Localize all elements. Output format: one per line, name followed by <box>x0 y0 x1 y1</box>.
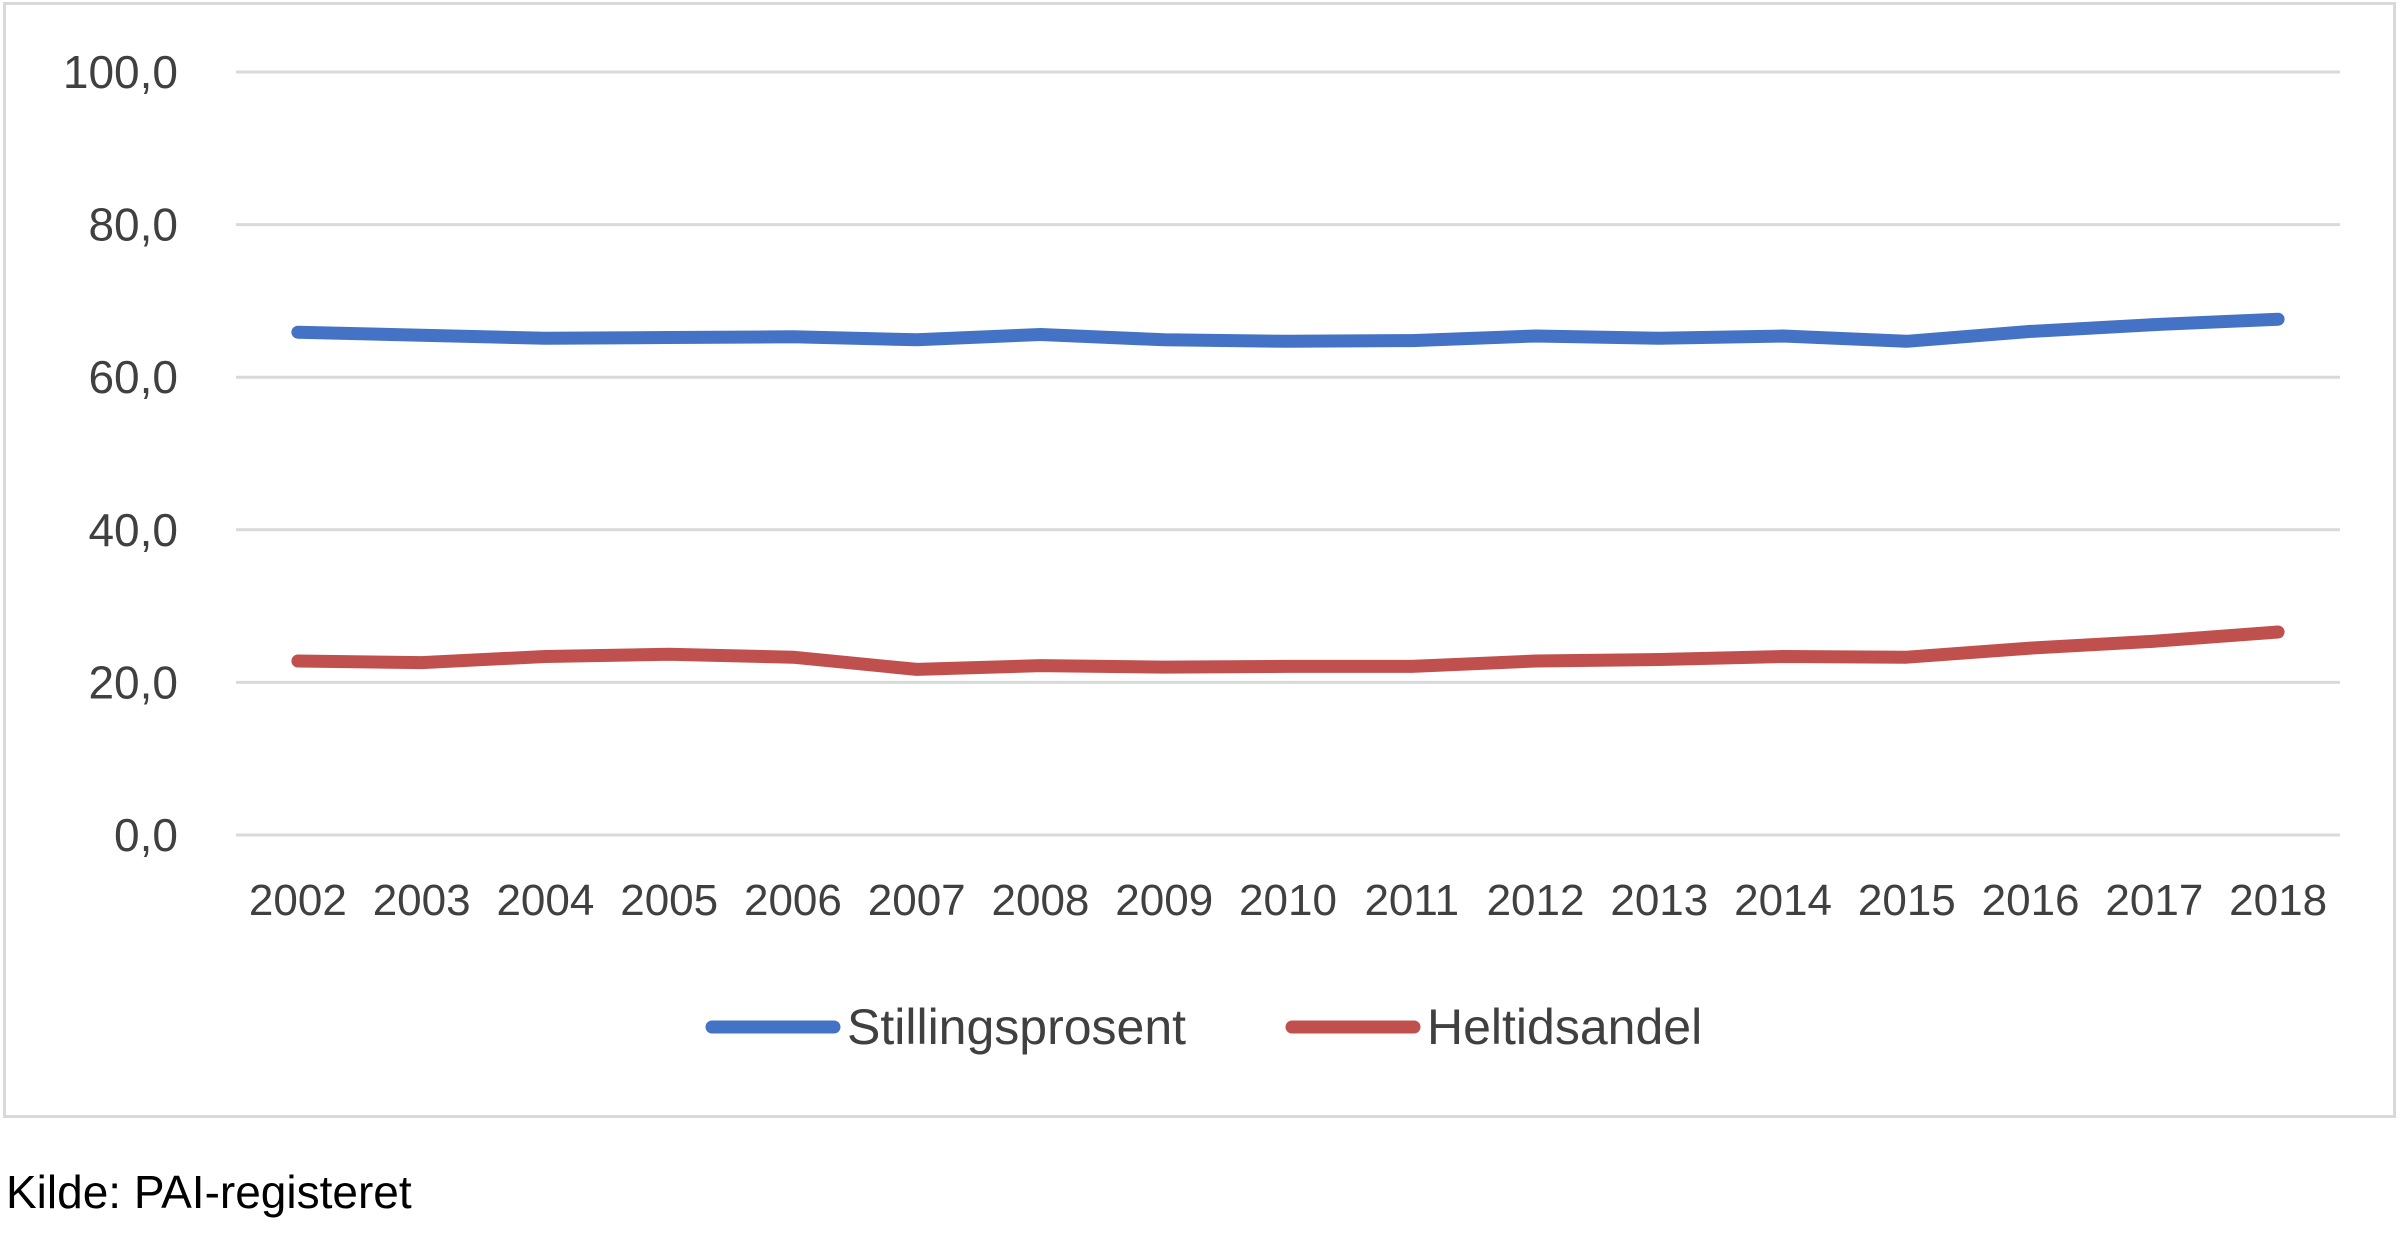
x-tick-label: 2005 <box>620 876 718 925</box>
legend-label: Stillingsprosent <box>847 999 1186 1055</box>
y-tick-label: 60,0 <box>88 351 178 403</box>
x-tick-label: 2014 <box>1734 876 1832 925</box>
x-tick-label: 2007 <box>868 876 966 925</box>
x-tick-label: 2004 <box>496 876 594 925</box>
x-tick-label: 2012 <box>1487 876 1585 925</box>
series-line-stillingsprosent <box>291 312 2285 348</box>
gridlines <box>236 70 2340 837</box>
x-tick-label: 2008 <box>992 876 1090 925</box>
x-axis-tick-labels: 2002 2003 2004 2005 2006 2007 2008 2009 2010 2011… <box>249 876 2327 925</box>
legend: Stillingsprosent Heltidsandel <box>705 999 1702 1055</box>
x-tick-label: 2006 <box>744 876 842 925</box>
x-tick-label: 2018 <box>2229 876 2327 925</box>
x-tick-label: 2002 <box>249 876 347 925</box>
x-tick-label: 2003 <box>373 876 471 925</box>
source-note: Kilde: PAI-registeret <box>6 1166 412 1218</box>
x-tick-label: 2017 <box>2105 876 2203 925</box>
series-lines <box>291 312 2285 676</box>
x-tick-label: 2009 <box>1115 876 1213 925</box>
y-tick-label: 100,0 <box>63 46 178 98</box>
chart-frame <box>3 2 2396 1118</box>
y-tick-label: 40,0 <box>88 504 178 556</box>
x-tick-label: 2010 <box>1239 876 1337 925</box>
x-tick-label: 2011 <box>1364 876 1459 925</box>
x-tick-label: 2015 <box>1858 876 1956 925</box>
series-line-heltidsandel <box>291 625 2285 676</box>
x-tick-label: 2013 <box>1610 876 1708 925</box>
x-tick-label: 2016 <box>1982 876 2080 925</box>
y-tick-label: 0,0 <box>114 809 178 861</box>
y-tick-label: 20,0 <box>88 656 178 708</box>
legend-label: Heltidsandel <box>1427 999 1702 1055</box>
y-tick-label: 80,0 <box>88 199 178 251</box>
y-axis-tick-labels: 0,0 20,0 40,0 60,0 80,0 100,0 <box>63 46 178 861</box>
